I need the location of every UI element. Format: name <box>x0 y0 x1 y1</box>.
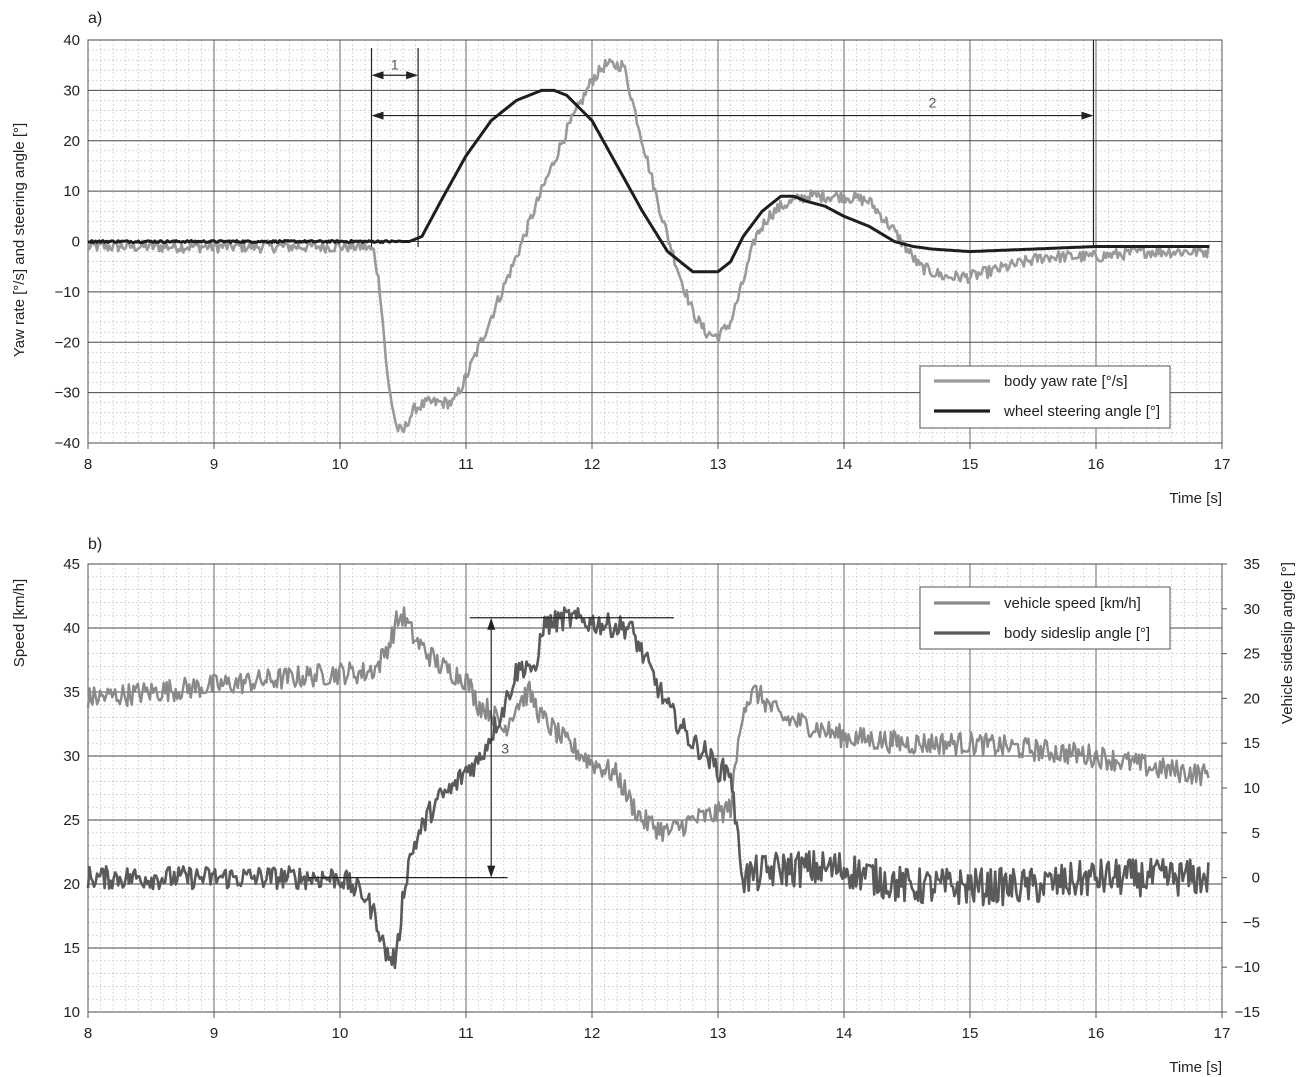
b-x-tick-label: 17 <box>1214 1025 1231 1042</box>
b-x-tick-label: 14 <box>836 1025 853 1042</box>
b-y-right-tick-label: 15 <box>1243 735 1260 752</box>
b-y-tick-label: 10 <box>63 1004 80 1021</box>
a-y-tick-label: 10 <box>63 183 80 200</box>
y-axis-label-b-right: Vehicle sideslip angle [°] <box>1279 562 1296 724</box>
a-x-tick-label: 9 <box>210 456 218 473</box>
b-x-tick-label: 12 <box>584 1025 601 1042</box>
legend-a-label-yaw: body yaw rate [°/s] <box>1004 373 1128 390</box>
ticks-b: 8 9 10 11 12 13 14 15 16 174540353025201510353025… <box>63 556 1260 1042</box>
a-y-tick-label: 20 <box>63 133 80 150</box>
b-y-tick-label: 45 <box>63 556 80 573</box>
series-vehicle-speed <box>86 606 1210 843</box>
annot-a-label-1: 1 <box>391 56 399 72</box>
b-y-right-tick-label: −15 <box>1235 1004 1260 1021</box>
x-axis-label-b: Time [s] <box>1169 1059 1222 1076</box>
a-y-tick-label: 0 <box>72 234 80 251</box>
b-x-tick-label: 10 <box>332 1025 349 1042</box>
annot-b-arrow-head-top <box>487 617 496 630</box>
annot-b-label-3: 3 <box>501 741 509 757</box>
a-x-tick-label: 17 <box>1214 456 1231 473</box>
a-x-tick-label: 10 <box>332 456 349 473</box>
legend-b-label-speed: vehicle speed [km/h] <box>1004 595 1141 612</box>
legend-b-box <box>919 586 1171 650</box>
b-y-tick-label: 15 <box>63 940 80 957</box>
annot-a-arrow-1-head-left <box>371 71 384 80</box>
b-y-right-tick-label: 25 <box>1243 646 1260 663</box>
a-y-tick-label: 30 <box>63 82 80 99</box>
b-x-tick-label: 16 <box>1088 1025 1105 1042</box>
b-y-right-tick-label: 5 <box>1252 825 1260 842</box>
b-y-right-tick-label: 0 <box>1252 870 1260 887</box>
b-y-tick-label: 30 <box>63 748 80 765</box>
b-x-tick-label: 9 <box>210 1025 218 1042</box>
annot-a-arrow-1-head-right <box>406 71 419 80</box>
a-y-tick-label: −30 <box>55 385 80 402</box>
annot-b-arrow-head-bottom <box>487 865 496 878</box>
annotations-a: 12 <box>370 40 1095 247</box>
a-x-tick-label: 16 <box>1088 456 1105 473</box>
b-y-right-tick-label: −5 <box>1243 914 1260 931</box>
series-wheel-steering-angle <box>87 88 1210 274</box>
legend-a: body yaw rate [°/s] wheel steering angle… <box>919 365 1171 429</box>
a-y-tick-label: 40 <box>63 32 80 49</box>
a-x-tick-label: 12 <box>584 456 601 473</box>
annot-a-arrow-2-head-left <box>371 111 384 120</box>
chart-panel-a: a) Yaw rate [°/s] and steering angle [°]… <box>11 10 1230 507</box>
b-y-right-tick-label: 30 <box>1243 601 1260 618</box>
y-axis-label-a: Yaw rate [°/s] and steering angle [°] <box>11 123 28 357</box>
a-y-tick-label: −20 <box>55 334 80 351</box>
annot-a-label-2: 2 <box>929 95 937 111</box>
b-y-right-tick-label: 10 <box>1243 780 1260 797</box>
b-x-tick-label: 13 <box>710 1025 727 1042</box>
legend-a-label-steer: wheel steering angle [°] <box>1003 403 1160 420</box>
b-x-tick-label: 8 <box>84 1025 92 1042</box>
a-x-tick-label: 14 <box>836 456 853 473</box>
b-x-tick-label: 15 <box>962 1025 979 1042</box>
annotations-b: 3 <box>308 617 674 879</box>
b-y-right-tick-label: 20 <box>1243 690 1260 707</box>
legend-a-box <box>919 365 1171 429</box>
y-axis-label-b-left: Speed [km/h] <box>11 579 28 667</box>
chart-panel-b: b) Speed [km/h] Vehicle sideslip angle [… <box>11 536 1296 1076</box>
a-x-tick-label: 8 <box>84 456 92 473</box>
b-y-tick-label: 25 <box>63 812 80 829</box>
a-x-tick-label: 13 <box>710 456 727 473</box>
annot-a-arrow-2-head-right <box>1081 111 1094 120</box>
b-y-right-tick-label: −10 <box>1235 959 1260 976</box>
series-b <box>86 606 1210 970</box>
b-x-tick-label: 11 <box>458 1025 474 1042</box>
b-y-right-tick-label: 35 <box>1243 556 1260 573</box>
series-body-sideslip-angle <box>86 606 1210 970</box>
panel-label-a: a) <box>88 10 102 27</box>
b-y-tick-label: 40 <box>63 620 80 637</box>
a-x-tick-label: 11 <box>458 456 474 473</box>
b-y-tick-label: 20 <box>63 876 80 893</box>
panel-label-b: b) <box>88 536 102 553</box>
x-axis-label-a: Time [s] <box>1169 490 1222 507</box>
legend-b: vehicle speed [km/h] body sideslip angle… <box>919 586 1171 650</box>
b-y-tick-label: 35 <box>63 684 80 701</box>
legend-b-label-sideslip: body sideslip angle [°] <box>1004 625 1150 642</box>
a-x-tick-label: 15 <box>962 456 979 473</box>
series-a <box>86 58 1210 433</box>
a-y-tick-label: −40 <box>55 435 80 452</box>
a-y-tick-label: −10 <box>55 284 80 301</box>
series-body-yaw-rate <box>86 58 1210 433</box>
